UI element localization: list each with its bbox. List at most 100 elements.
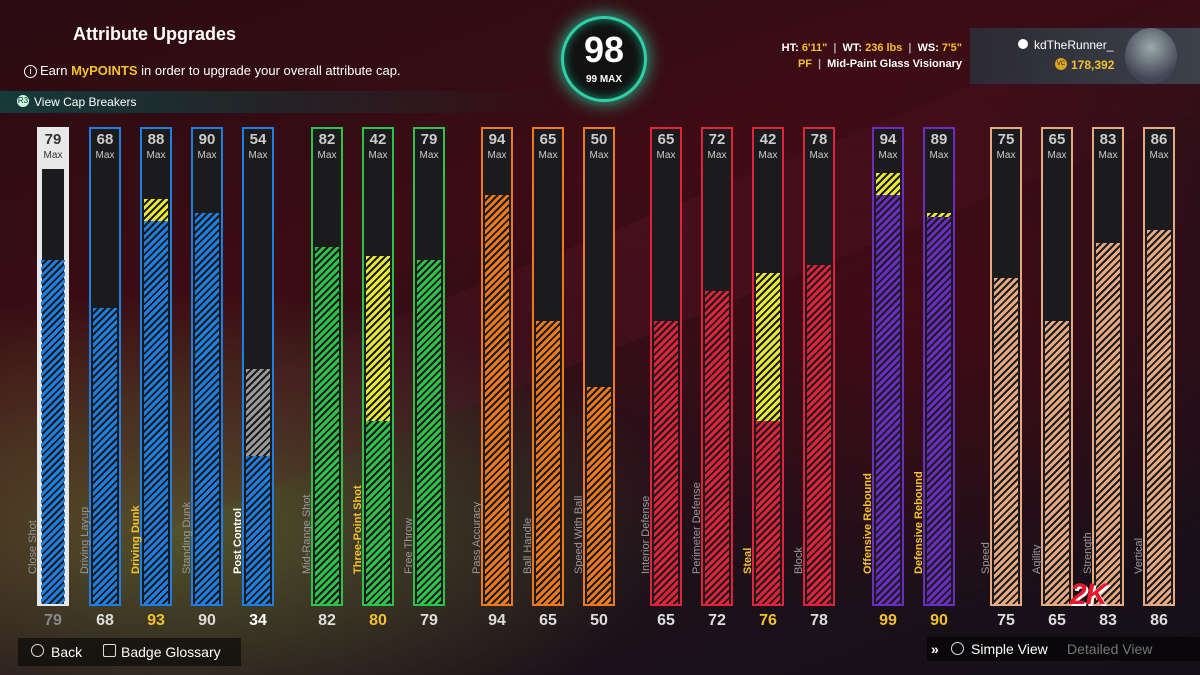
- attribute-value: 82: [318, 612, 336, 629]
- weight-label: WT:: [842, 42, 863, 54]
- attribute-cap: 65: [1048, 131, 1066, 148]
- attribute-cap: 65: [657, 131, 675, 148]
- attribute-bar-defensive-rebound[interactable]: 89 Max 90: [923, 127, 955, 629]
- overall-max: 99 MAX: [585, 74, 623, 85]
- attribute-label: Post Control: [232, 508, 244, 574]
- attribute-cap: 42: [369, 131, 387, 148]
- attribute-bar-three-point-shot[interactable]: 42 Max 80: [362, 127, 394, 629]
- attribute-value: 65: [657, 612, 675, 629]
- max-label: Max: [589, 150, 609, 161]
- attribute-value: 79: [44, 612, 62, 629]
- attribute-fill: [756, 421, 780, 604]
- subtitle-post: in order to upgrade your overall attribu…: [137, 63, 401, 78]
- detailed-view-option[interactable]: Detailed View: [1067, 641, 1153, 657]
- max-label: Max: [809, 150, 829, 161]
- attribute-bar-block[interactable]: 78 Max 78: [803, 127, 835, 629]
- attribute-label: Strength: [1082, 532, 1094, 574]
- attribute-bar-perimeter-defense[interactable]: 72 Max 72: [701, 127, 733, 629]
- attribute-label: Speed: [980, 542, 992, 574]
- attribute-value: 90: [198, 612, 216, 629]
- upgrade-fill: [756, 273, 780, 422]
- vc-coin-icon: VC: [1055, 58, 1067, 70]
- attribute-fill: [1045, 321, 1069, 604]
- attribute-label: Block: [793, 547, 805, 574]
- attribute-bar-driving-dunk[interactable]: 88 Max 93: [140, 127, 172, 629]
- badge-glossary-button[interactable]: Badge Glossary: [121, 644, 221, 660]
- max-label: Max: [878, 150, 898, 161]
- attribute-fill: [417, 260, 441, 604]
- max-label: Max: [656, 150, 676, 161]
- attribute-bar-strength[interactable]: 83 Max 83: [1092, 127, 1124, 629]
- attribute-label: Pass Accuracy: [471, 501, 483, 574]
- attribute-cap: 54: [249, 131, 267, 148]
- attribute-fill: [654, 321, 678, 604]
- attribute-cap: 75: [997, 131, 1015, 148]
- attribute-bar-close-shot[interactable]: 79 Max 79: [37, 127, 69, 629]
- attribute-fill: [587, 386, 611, 604]
- attribute-label: Free Throw: [403, 517, 415, 574]
- overall-value: 98: [583, 29, 625, 70]
- attribute-value: 93: [147, 612, 165, 629]
- vc-balance: 178,392: [1071, 58, 1115, 72]
- attribute-label: Agility: [1031, 544, 1043, 574]
- upgrade-fill: [876, 173, 900, 196]
- attribute-value: 75: [997, 612, 1015, 629]
- attribute-cap: 79: [44, 131, 62, 148]
- attribute-bar-mid-range-shot[interactable]: 82 Max 82: [311, 127, 343, 629]
- 2k-logo: 2K: [1070, 578, 1107, 611]
- max-label: Max: [146, 150, 166, 161]
- attribute-label: Perimeter Defense: [691, 482, 703, 574]
- attribute-bar-driving-layup[interactable]: 68 Max 68: [89, 127, 121, 629]
- attribute-label: Driving Dunk: [130, 505, 142, 574]
- attribute-value: 34: [249, 612, 267, 629]
- attribute-bar-vertical[interactable]: 86 Max 86: [1143, 127, 1175, 629]
- attribute-label: Standing Dunk: [181, 501, 193, 574]
- attribute-bar-speed-with-ball[interactable]: 50 Max 50: [583, 127, 615, 629]
- view-toggle: » Simple View Detailed View: [927, 637, 1200, 661]
- attribute-bar-steal[interactable]: 42 Max 76: [752, 127, 784, 629]
- back-button[interactable]: Back: [51, 644, 83, 660]
- attribute-bar-agility[interactable]: 65 Max 65: [1041, 127, 1073, 629]
- attribute-cap: 79: [420, 131, 438, 148]
- attribute-cap: 72: [708, 131, 726, 148]
- attribute-bar-offensive-rebound[interactable]: 94 Max 99: [872, 127, 904, 629]
- max-label: Max: [317, 150, 337, 161]
- attribute-bar-interior-defense[interactable]: 65 Max 65: [650, 127, 682, 629]
- attribute-label: Interior Defense: [640, 495, 652, 574]
- attribute-value: 68: [96, 612, 114, 629]
- attribute-bar-speed[interactable]: 75 Max 75: [990, 127, 1022, 629]
- height-value: 6'11": [801, 42, 828, 54]
- max-label: Max: [996, 150, 1016, 161]
- circle-button-icon: [31, 644, 44, 657]
- upgrade-fill: [366, 256, 390, 422]
- attribute-bar-ball-handle[interactable]: 65 Max 65: [532, 127, 564, 629]
- attribute-label: Driving Layup: [79, 506, 91, 574]
- max-label: Max: [95, 150, 115, 161]
- upgrade-fill: [927, 212, 951, 217]
- max-label: Max: [538, 150, 558, 161]
- upgrade-fill: [144, 199, 168, 222]
- attribute-bar-free-throw[interactable]: 79 Max 79: [413, 127, 445, 629]
- attribute-value: 76: [759, 612, 777, 629]
- attribute-label: Steal: [742, 547, 754, 574]
- max-label: Max: [929, 150, 949, 161]
- attribute-bar-post-control[interactable]: 54 Max 34: [242, 127, 274, 629]
- attribute-value: 86: [1150, 612, 1168, 629]
- r3-button-icon: R3: [17, 95, 29, 107]
- overall-rating-badge: 98 99 MAX: [561, 16, 647, 102]
- attribute-value: 99: [879, 612, 897, 629]
- max-label: Max: [368, 150, 388, 161]
- attribute-label: Speed With Ball: [573, 495, 585, 574]
- playstation-icon: [1018, 39, 1028, 49]
- max-label: Max: [43, 150, 63, 161]
- archetype-value: Mid-Paint Glass Visionary: [827, 58, 962, 70]
- attribute-value: 79: [420, 612, 438, 629]
- footer-controls: Back Badge Glossary: [18, 638, 241, 666]
- page-title: Attribute Upgrades: [73, 24, 237, 44]
- attribute-bar-standing-dunk[interactable]: 90 Max 90: [191, 127, 223, 629]
- attribute-cap: 78: [810, 131, 828, 148]
- simple-view-option[interactable]: Simple View: [971, 641, 1048, 657]
- attribute-fill: [144, 221, 168, 604]
- view-cap-breakers-button[interactable]: R3 View Cap Breakers: [0, 91, 560, 113]
- attribute-bar-pass-accuracy[interactable]: 94 Max 94: [481, 127, 513, 629]
